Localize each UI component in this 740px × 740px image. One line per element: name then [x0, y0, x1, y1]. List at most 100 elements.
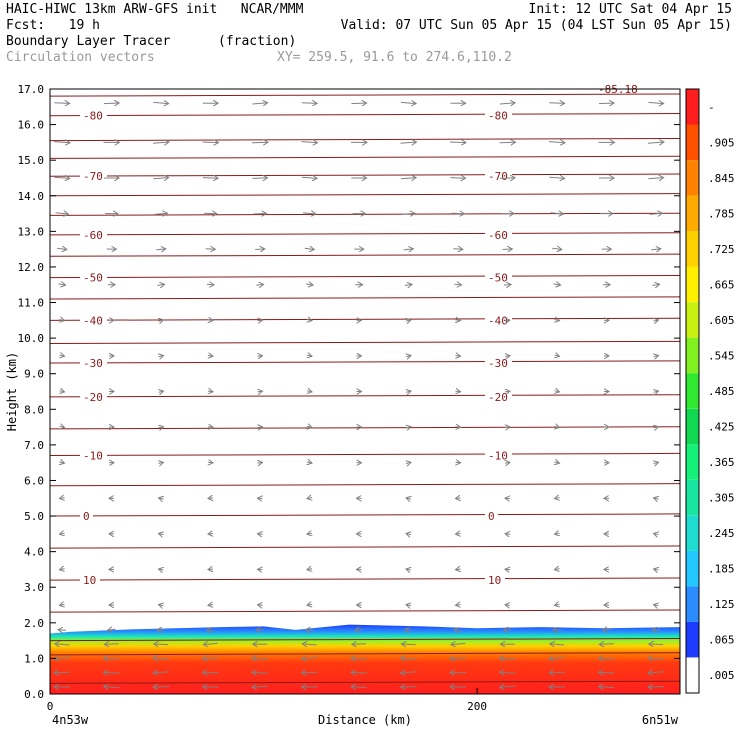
contour-label: -30 — [488, 357, 508, 370]
temperature-contour — [49, 253, 681, 257]
wind-vector — [401, 644, 416, 645]
plot-frame — [49, 88, 681, 695]
wind-vector — [60, 355, 65, 356]
wind-vector — [652, 284, 659, 285]
wind-vector — [307, 355, 312, 356]
contour-label: -30 — [83, 357, 103, 370]
wind-vector — [555, 355, 560, 356]
xy-range: XY= 259.5, 91.6 to 274.6,110.2 — [277, 50, 512, 65]
wind-vector — [456, 356, 461, 357]
contour-label: -10 — [488, 450, 508, 463]
wind-vector — [258, 498, 263, 499]
wind-vector — [505, 498, 510, 499]
wind-vector — [258, 605, 263, 606]
contour-label-bg — [485, 573, 505, 587]
wind-vector — [401, 658, 417, 659]
wind-vector — [252, 672, 269, 673]
wind-vector — [208, 569, 213, 570]
wind-vector — [456, 605, 461, 606]
colorbar-label: .725 — [708, 243, 735, 256]
wind-vector — [54, 672, 71, 673]
wind-vector — [159, 462, 164, 463]
contour-label-bg — [80, 270, 107, 284]
wind-vector — [202, 178, 218, 179]
contour-label: -70 — [83, 170, 103, 183]
wind-vector — [252, 658, 269, 659]
wind-vector — [258, 391, 263, 392]
colorbar-label: - — [708, 101, 715, 114]
contour-label: -50 — [488, 272, 508, 285]
y-tick-label: 1.0 — [24, 652, 44, 665]
wind-vector — [456, 427, 461, 428]
colorbar-segment — [686, 621, 699, 658]
colorbar-segment — [686, 550, 699, 587]
x-tick-label: 200 — [467, 700, 487, 713]
field-name: Boundary Layer Tracer — [6, 34, 171, 49]
wind-vector — [252, 103, 267, 104]
y-axis-label: Height (km) — [5, 352, 19, 431]
contour-label-bg — [80, 108, 107, 122]
wind-vector — [456, 462, 461, 463]
contour-label-bg — [80, 509, 93, 523]
colorbar-label: .545 — [708, 350, 735, 363]
wind-vector — [53, 142, 70, 143]
wind-vector — [649, 213, 663, 214]
forecast-hour: Fcst: 19 h — [6, 18, 100, 33]
wind-vector — [355, 629, 364, 630]
wind-vector — [450, 687, 467, 688]
wind-vector — [104, 644, 119, 645]
wind-vector — [203, 643, 218, 644]
wind-vector — [456, 391, 461, 392]
temperature-contour — [49, 193, 681, 197]
x-end-location: 6n51w — [642, 713, 679, 727]
wind-vector — [351, 103, 366, 104]
wind-vector — [159, 498, 164, 499]
wind-vector — [351, 687, 368, 688]
contour-label-bg — [80, 227, 107, 241]
wind-vector — [208, 427, 213, 428]
wind-vector — [307, 391, 312, 392]
wind-vector — [157, 284, 164, 285]
wind-vector — [307, 498, 312, 499]
wind-vector — [258, 320, 263, 321]
temperature-contour — [49, 680, 681, 684]
wind-vector — [301, 177, 317, 178]
wind-vector — [253, 213, 267, 214]
wind-vector — [451, 643, 466, 644]
wind-vector — [505, 534, 510, 535]
wind-vector — [654, 427, 659, 428]
wind-vector — [550, 644, 565, 645]
wind-vector — [654, 462, 659, 463]
wind-vector — [406, 462, 411, 463]
wind-vector — [258, 569, 263, 570]
temperature-contour — [49, 274, 681, 279]
wind-vector — [555, 569, 560, 570]
wind-vector — [58, 284, 65, 285]
wind-vector — [503, 285, 511, 286]
wind-vector — [454, 284, 461, 285]
wind-vector — [401, 672, 417, 673]
wind-vector — [651, 249, 661, 250]
colorbar-segment — [686, 479, 699, 516]
contour-label: -60 — [83, 229, 103, 242]
contour-label-bg — [80, 169, 107, 183]
x-axis-label: Distance (km) — [318, 713, 412, 727]
wind-vector — [203, 687, 219, 688]
wind-vector — [152, 142, 169, 143]
wind-vector — [256, 630, 265, 631]
wind-vector — [453, 249, 463, 250]
field-units: (fraction) — [218, 34, 297, 49]
y-tick-label: 14.0 — [18, 190, 45, 203]
wind-vector — [649, 644, 664, 645]
y-tick-label: 11.0 — [18, 297, 45, 310]
y-tick-label: 3.0 — [24, 581, 44, 594]
wind-vector — [406, 534, 411, 535]
wind-vector — [599, 644, 614, 645]
contour-label: -80 — [83, 110, 103, 123]
colorbar-label: .905 — [708, 136, 735, 149]
wind-vector — [303, 213, 316, 214]
wind-vector — [500, 672, 516, 673]
wind-vector — [555, 320, 560, 321]
wind-vector — [505, 605, 510, 606]
wind-vector — [258, 463, 263, 464]
